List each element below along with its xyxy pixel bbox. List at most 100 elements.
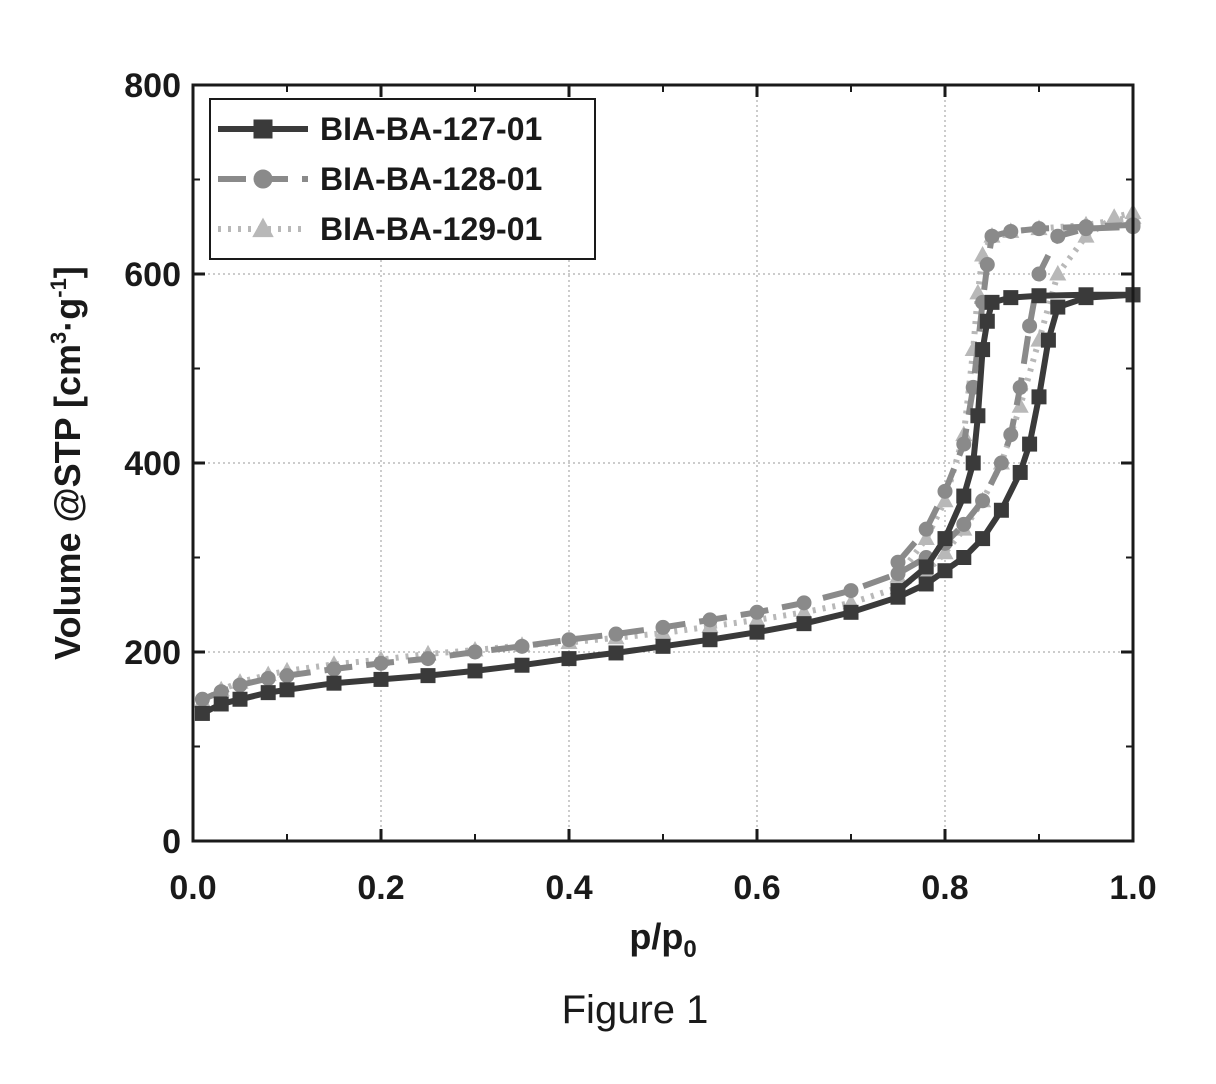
data-point [970, 408, 986, 424]
y-axis-title-mid: ·g [47, 298, 88, 332]
data-point [918, 559, 934, 575]
data-point [843, 583, 859, 599]
data-point [843, 604, 859, 620]
data-point [918, 521, 934, 537]
data-point [373, 671, 389, 687]
legend-label: BIA-BA-127-01 [320, 111, 542, 147]
y-tick-label: 0 [162, 823, 181, 861]
data-point [1022, 318, 1038, 334]
data-point [1105, 208, 1123, 224]
data-point [956, 488, 972, 504]
data-point [1003, 427, 1019, 443]
x-tick-label: 0.8 [921, 869, 968, 907]
legend-marker [253, 119, 273, 139]
data-point [194, 705, 210, 721]
data-point [937, 483, 953, 499]
data-point [984, 228, 1000, 244]
data-point [956, 436, 972, 452]
data-point [993, 502, 1009, 518]
data-point [1031, 266, 1047, 282]
y-axis-title: Volume @STP [cm3·g-1] [46, 266, 88, 660]
data-point [917, 529, 935, 546]
data-point [796, 616, 812, 632]
data-point [260, 685, 276, 701]
data-point [1050, 228, 1066, 244]
y-axis-title-sup2: -1 [46, 278, 71, 298]
data-point [749, 604, 765, 620]
data-point [514, 657, 530, 673]
data-point [975, 531, 991, 547]
axis-ticks [191, 83, 1135, 843]
data-point [467, 663, 483, 679]
data-point [1011, 397, 1029, 413]
data-point [655, 638, 671, 654]
data-point [420, 668, 436, 684]
data-point [890, 583, 906, 599]
figure-caption: Figure 1 [561, 988, 709, 1032]
y-axis-title-end: ] [47, 266, 88, 278]
data-point [260, 670, 276, 686]
legend: BIA-BA-127-01 BIA-BA-128-01 BIA-BA-129-01 [209, 98, 596, 260]
data-point [326, 661, 342, 677]
data-point [1049, 264, 1067, 281]
series-line-adsorption [201, 223, 1134, 703]
data-point [956, 516, 972, 532]
series-BIA-BA-128-01 [194, 217, 1141, 707]
x-tick-label: 1.0 [1109, 869, 1156, 907]
data-point [979, 313, 995, 329]
series-line-adsorption [201, 291, 1134, 717]
y-axis-title-sup1: 3 [46, 332, 71, 344]
data-point [702, 632, 718, 648]
data-point [1031, 389, 1047, 405]
y-tick-label: 200 [124, 634, 181, 672]
data-point [993, 455, 1009, 471]
x-tick-label: 0.6 [733, 869, 780, 907]
y-tick-label: 600 [124, 256, 181, 294]
data-point [975, 342, 991, 358]
x-axis-title-sub: 0 [683, 936, 696, 963]
data-point [194, 691, 210, 707]
series-BIA-BA-127-01 [194, 287, 1141, 721]
data-point [965, 455, 981, 471]
data-point [326, 675, 342, 691]
data-point [213, 696, 229, 712]
data-point [608, 645, 624, 661]
series-layer [193, 203, 1142, 721]
y-axis-title-main: Volume @STP [cm [47, 344, 88, 660]
data-point [655, 619, 671, 635]
data-point [956, 550, 972, 565]
legend-label: BIA-BA-128-01 [320, 161, 542, 197]
data-point [561, 632, 577, 648]
data-point [232, 677, 248, 693]
data-point [749, 624, 765, 640]
data-point [890, 554, 906, 570]
series-line-desorption [895, 221, 1134, 565]
data-point [1078, 287, 1094, 303]
data-point [937, 563, 953, 579]
data-point [1031, 288, 1047, 304]
data-point [1012, 379, 1028, 395]
series-line-adsorption [200, 209, 1134, 704]
legend-marker [253, 169, 273, 189]
series-line-desorption [895, 214, 1134, 579]
x-axis-title: p/p0 [629, 916, 696, 963]
data-point [1050, 299, 1066, 315]
x-axis-title-base: p/p [629, 916, 683, 957]
tick-labels: 0.0 0.2 0.4 0.6 0.8 1.0 0 200 400 600 800 [124, 67, 1156, 907]
data-point [936, 543, 954, 560]
data-point [373, 655, 389, 671]
data-point [279, 668, 295, 684]
x-tick-label: 0.0 [169, 869, 216, 907]
data-point [1012, 464, 1028, 480]
data-point [975, 493, 991, 509]
data-point [467, 644, 483, 660]
data-point [1022, 436, 1038, 452]
data-point [608, 626, 624, 642]
data-point [918, 576, 934, 592]
data-point [1078, 219, 1094, 235]
data-point [1003, 223, 1019, 239]
data-point [1003, 290, 1019, 306]
y-tick-label: 800 [124, 67, 181, 105]
legend-label: BIA-BA-129-01 [320, 211, 542, 247]
